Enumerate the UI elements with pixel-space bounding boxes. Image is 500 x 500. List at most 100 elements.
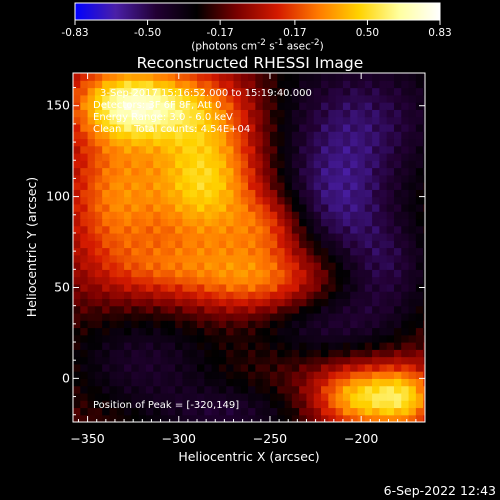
heatmap-cell xyxy=(321,247,329,256)
heatmap-cell xyxy=(109,298,118,307)
heatmap-cell xyxy=(357,123,366,132)
heatmap-cell xyxy=(197,240,205,249)
heatmap-cell xyxy=(240,392,249,401)
heatmap-cell xyxy=(379,167,388,176)
heatmap-cell xyxy=(211,305,220,314)
heatmap-cell xyxy=(269,269,278,278)
heatmap-cell xyxy=(131,102,140,110)
heatmap-cell xyxy=(372,94,381,103)
heatmap-cell xyxy=(240,378,249,387)
heatmap-cell xyxy=(277,378,286,387)
heatmap-cell xyxy=(211,371,220,379)
heatmap-cell xyxy=(401,269,410,278)
heatmap-cell xyxy=(328,225,337,234)
heatmap-cell xyxy=(167,225,176,234)
heatmap-cell xyxy=(342,73,351,81)
heatmap-cell xyxy=(284,109,293,118)
heatmap-cell xyxy=(189,167,198,176)
heatmap-cell xyxy=(226,116,235,125)
heatmap-cell xyxy=(321,240,329,249)
heatmap-cell xyxy=(204,218,213,227)
heatmap-cell xyxy=(124,334,132,343)
heatmap-cell xyxy=(80,80,89,89)
heatmap-cell xyxy=(124,73,132,81)
heatmap-cell xyxy=(372,182,381,190)
heatmap-cell xyxy=(393,262,402,270)
heatmap-cell xyxy=(182,334,191,343)
heatmap-cell xyxy=(197,262,205,270)
heatmap-cell xyxy=(167,371,176,379)
heatmap-cell xyxy=(218,131,227,140)
heatmap-cell xyxy=(94,262,103,270)
heatmap-cell xyxy=(248,320,256,329)
heatmap-cell xyxy=(423,371,425,379)
heatmap-cell xyxy=(393,160,402,169)
heatmap-cell xyxy=(313,109,322,118)
heatmap-cell xyxy=(386,94,395,103)
heatmap-cell xyxy=(153,131,162,140)
heatmap-cell xyxy=(102,232,111,241)
heatmap-cell xyxy=(160,392,169,401)
heatmap-cell xyxy=(131,145,140,154)
heatmap-cell xyxy=(80,371,89,379)
heatmap-cell xyxy=(204,254,213,263)
heatmap-cell xyxy=(277,152,286,161)
heatmap-cell xyxy=(197,80,205,89)
heatmap-cell xyxy=(350,232,359,241)
heatmap-cell xyxy=(291,342,300,350)
heatmap-cell xyxy=(182,269,191,278)
heatmap-cell xyxy=(284,342,293,350)
heatmap-cell xyxy=(262,371,271,379)
heatmap-cell xyxy=(73,407,81,416)
heatmap-cell xyxy=(262,262,271,270)
heatmap-cell xyxy=(131,342,140,350)
heatmap-cell xyxy=(160,385,169,394)
heatmap-cell xyxy=(423,152,425,161)
heatmap-cell xyxy=(350,414,359,422)
heatmap-cell xyxy=(240,211,249,220)
heatmap-cell xyxy=(116,94,125,103)
heatmap-cell xyxy=(277,414,286,422)
heatmap-cell xyxy=(189,73,198,81)
heatmap-cell xyxy=(269,94,278,103)
heatmap-cell xyxy=(73,189,81,198)
heatmap-cell xyxy=(153,327,162,336)
heatmap-cell xyxy=(233,196,242,205)
heatmap-cell xyxy=(226,218,235,227)
heatmap-cell xyxy=(167,73,176,81)
heatmap-cell xyxy=(364,254,373,263)
heatmap-cell xyxy=(350,203,359,212)
heatmap-cell xyxy=(248,371,256,379)
heatmap-cell xyxy=(80,196,89,205)
heatmap-cell xyxy=(109,342,118,350)
heatmap-cell xyxy=(145,116,154,125)
heatmap-cell xyxy=(415,269,424,278)
heatmap-cell xyxy=(204,87,213,96)
heatmap-cell xyxy=(197,160,205,169)
heatmap-cell xyxy=(423,80,425,89)
heatmap-cell xyxy=(197,334,205,343)
heatmap-cell xyxy=(182,254,191,263)
heatmap-cell xyxy=(80,145,89,154)
heatmap-cell xyxy=(415,254,424,263)
heatmap-cell xyxy=(335,232,344,241)
heatmap-cell xyxy=(109,371,118,379)
heatmap-cell xyxy=(379,298,388,307)
heatmap-cell xyxy=(218,414,227,422)
heatmap-cell xyxy=(284,378,293,387)
heatmap-cell xyxy=(379,312,388,321)
heatmap-cell xyxy=(102,218,111,227)
heatmap-cell xyxy=(335,262,344,270)
heatmap-cell xyxy=(189,109,198,118)
heatmap-cell xyxy=(401,73,410,81)
heatmap-cell xyxy=(197,363,205,372)
heatmap-cell xyxy=(240,356,249,365)
heatmap-cell xyxy=(226,87,235,96)
heatmap-cell xyxy=(145,276,154,285)
heatmap-cell xyxy=(364,189,373,198)
heatmap-cell xyxy=(145,182,154,190)
heatmap-cell xyxy=(423,189,425,198)
heatmap-cell xyxy=(357,291,366,299)
heatmap-cell xyxy=(73,138,81,147)
heatmap-cell xyxy=(73,262,81,270)
